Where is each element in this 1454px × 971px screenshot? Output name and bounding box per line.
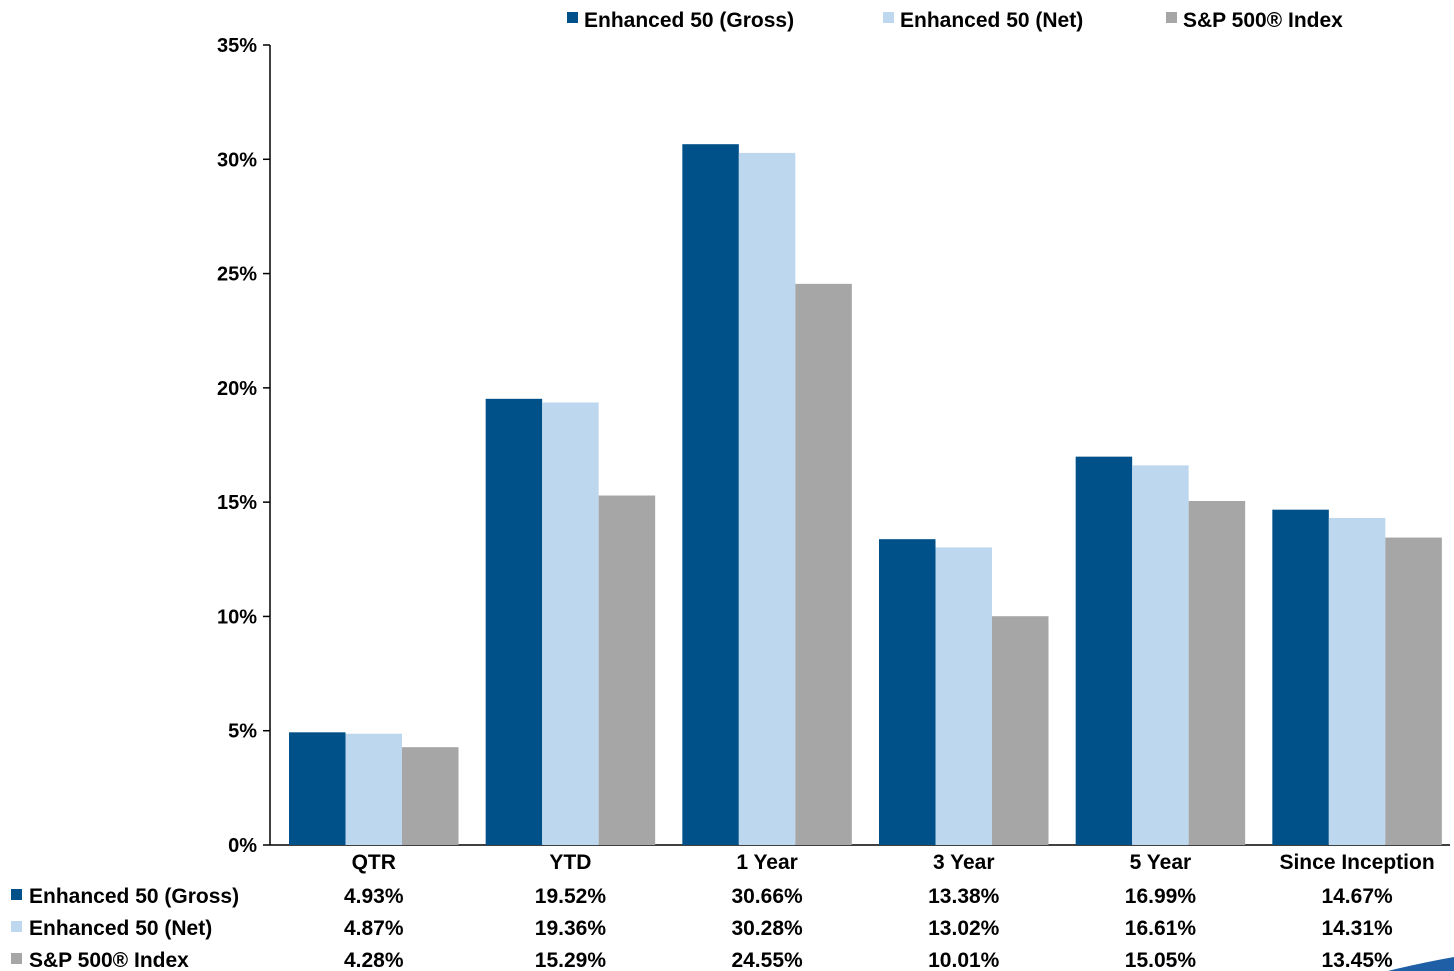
bar-gross xyxy=(1075,456,1133,845)
y-tick-label: 10% xyxy=(217,606,257,628)
legend-swatch-index xyxy=(1166,12,1177,23)
bar-index xyxy=(598,495,656,845)
bar-net xyxy=(935,547,992,845)
legend-label-index: S&P 500® Index xyxy=(1183,9,1343,32)
y-tick-label: 0% xyxy=(228,835,257,857)
corner-swoosh-mark xyxy=(1388,957,1454,971)
y-tick-label: 30% xyxy=(217,149,257,171)
table-value-net: 16.61% xyxy=(1125,917,1197,940)
legend-label-net: Enhanced 50 (Net) xyxy=(900,9,1083,32)
table-value-gross: 30.66% xyxy=(731,885,803,908)
legend-label-gross: Enhanced 50 (Gross) xyxy=(584,9,794,32)
legend-swatch-net xyxy=(883,12,894,23)
y-tick-label: 25% xyxy=(217,264,257,286)
table-value-index: 10.01% xyxy=(928,949,1000,971)
table-row-label-gross: Enhanced 50 (Gross) xyxy=(29,885,239,908)
table-row-label-net: Enhanced 50 (Net) xyxy=(29,917,212,940)
table-value-gross: 19.52% xyxy=(535,885,607,908)
y-axis: 0% 5% 10% 15% 20% 25% 30% 35% xyxy=(217,35,1450,857)
bar-net xyxy=(345,733,402,845)
y-tick-label: 5% xyxy=(228,721,257,743)
table-value-index: 13.45% xyxy=(1321,949,1393,971)
table-value-net: 14.31% xyxy=(1321,917,1393,940)
table-value-index: 24.55% xyxy=(731,949,803,971)
table-swatch-index xyxy=(11,953,22,964)
table-value-gross: 14.67% xyxy=(1321,885,1393,908)
table-value-index: 4.28% xyxy=(344,949,404,971)
table-value-gross: 4.93% xyxy=(344,885,404,908)
table-value-index: 15.05% xyxy=(1125,949,1197,971)
bar-gross xyxy=(1272,509,1329,845)
x-category-label: 5 Year xyxy=(1130,851,1192,874)
bar-net xyxy=(1328,517,1386,845)
x-category-label: YTD xyxy=(549,851,591,874)
table-value-net: 4.87% xyxy=(344,917,404,940)
y-tick-label: 15% xyxy=(217,492,257,514)
x-category-label: 3 Year xyxy=(933,851,995,874)
y-tick-label: 35% xyxy=(217,35,257,57)
bars xyxy=(289,144,1442,845)
table-value-gross: 13.38% xyxy=(928,885,1000,908)
table-row-label-index: S&P 500® Index xyxy=(29,949,189,971)
x-category-label: QTR xyxy=(352,851,396,874)
data-table: Enhanced 50 (Gross) 4.93% 19.52% 30.66% 13.3… xyxy=(11,885,1393,971)
bar-net xyxy=(738,152,796,845)
bar-index xyxy=(402,747,459,845)
legend: Enhanced 50 (Gross) Enhanced 50 (Net) S&P … xyxy=(567,9,1343,32)
table-swatch-gross xyxy=(11,889,22,900)
x-axis-categories: QTR YTD 1 Year 3 Year 5 Year Since Inception xyxy=(352,851,1435,874)
bar-net xyxy=(542,402,599,845)
x-category-label: Since Inception xyxy=(1279,851,1434,874)
bar-index xyxy=(992,616,1049,845)
bar-index xyxy=(795,283,852,845)
bar-gross xyxy=(485,398,543,845)
y-tick-label: 20% xyxy=(217,378,257,400)
bar-gross xyxy=(289,732,346,845)
bar-gross xyxy=(682,144,739,845)
bar-index xyxy=(1188,501,1246,845)
table-value-gross: 16.99% xyxy=(1125,885,1197,908)
x-category-label: 1 Year xyxy=(736,851,798,874)
table-swatch-net xyxy=(11,921,22,932)
bar-gross xyxy=(879,539,936,845)
table-value-index: 15.29% xyxy=(535,949,607,971)
bar-index xyxy=(1385,537,1442,845)
bar-net xyxy=(1132,465,1189,845)
table-value-net: 13.02% xyxy=(928,917,1000,940)
legend-swatch-gross xyxy=(567,12,578,23)
table-value-net: 30.28% xyxy=(731,917,803,940)
table-value-net: 19.36% xyxy=(535,917,607,940)
